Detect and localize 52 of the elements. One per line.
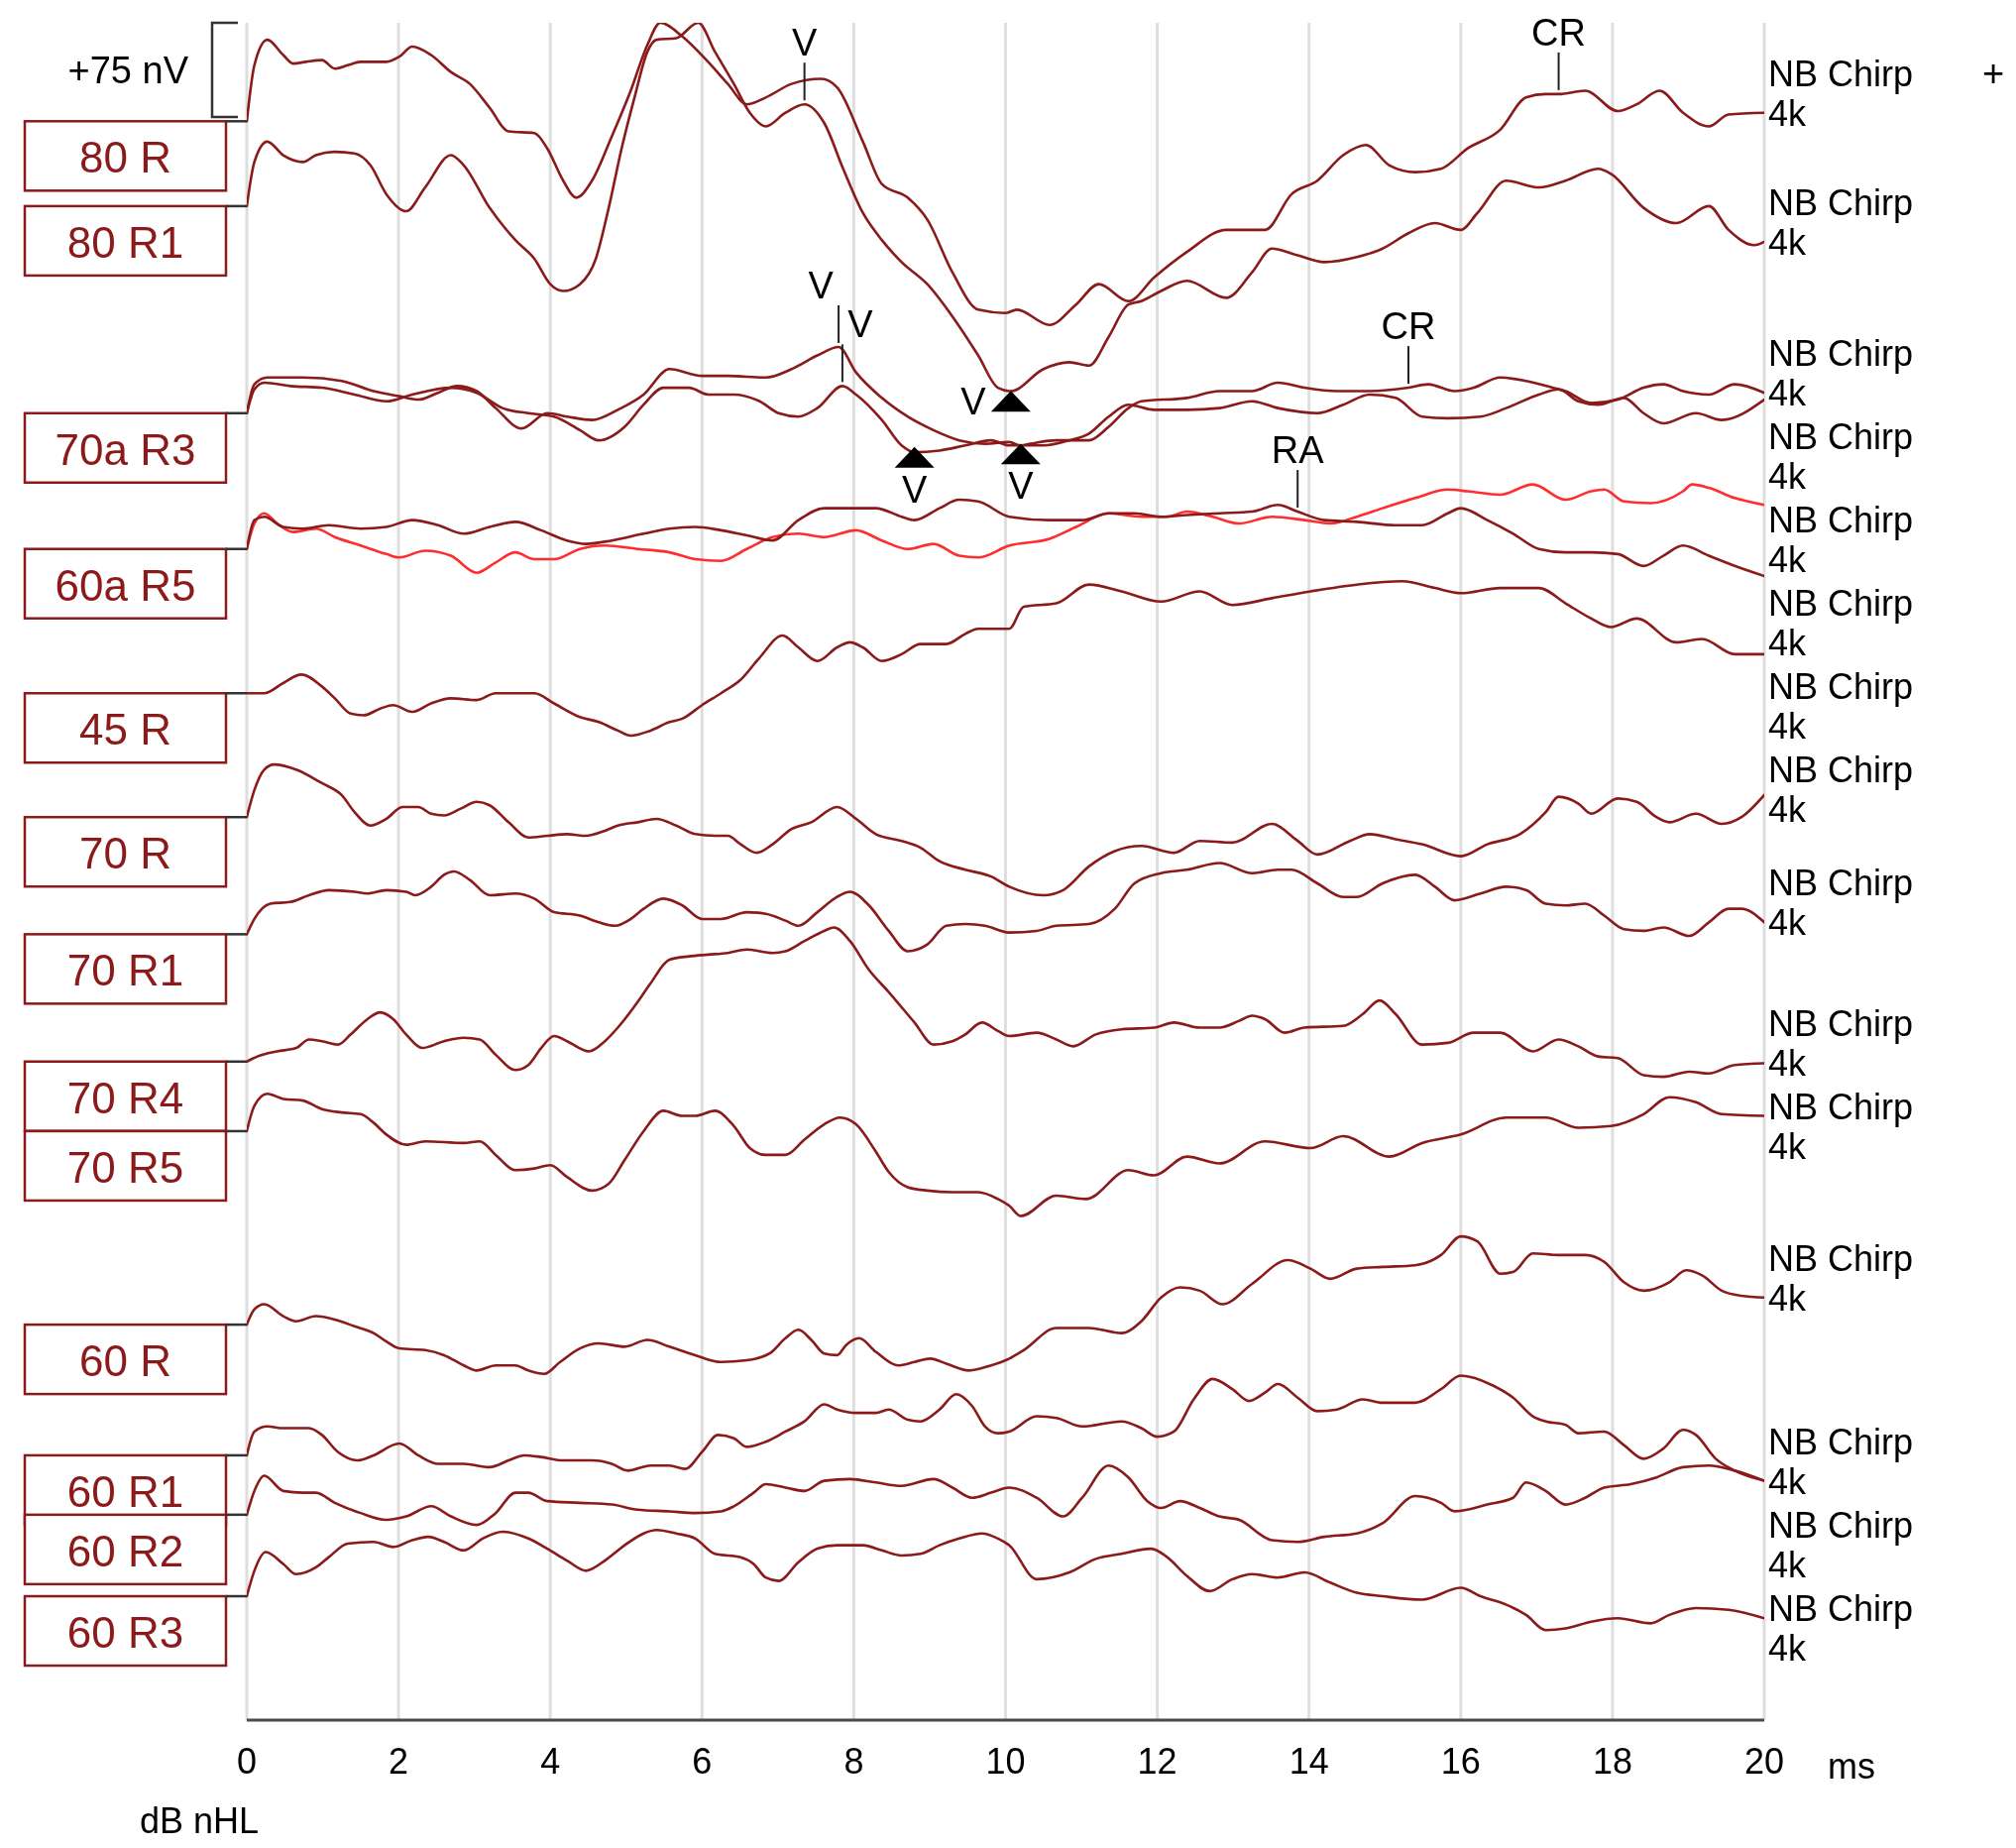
annotation: NB Chirp 4k xyxy=(1768,1421,1914,1502)
legend-label: 60 R3 xyxy=(66,1607,184,1657)
annotation: NB Chirp 4k xyxy=(1768,181,1914,263)
x-tick-label: 4 xyxy=(540,1740,561,1782)
text: +75 nV xyxy=(67,50,189,91)
annotation: NB Chirp 4k xyxy=(1768,1237,1914,1319)
x-tick-label: 12 xyxy=(1137,1740,1177,1782)
y-axis-title: dB nHL xyxy=(139,1799,260,1841)
annotation: NB Chirp 4k xyxy=(1768,1086,1914,1167)
annotation: RA xyxy=(1271,429,1325,472)
annotation: V xyxy=(808,264,835,306)
x-tick-label: 20 xyxy=(1743,1740,1785,1782)
annotation: NB Chirp 4k xyxy=(1768,665,1914,747)
annotation: V xyxy=(847,303,874,346)
text: + xyxy=(1981,53,2005,94)
annotation: V xyxy=(791,22,818,64)
series-label: 60 R xyxy=(79,1335,171,1385)
x-tick-label: 18 xyxy=(1592,1740,1632,1782)
series-label: 70 R xyxy=(79,828,171,877)
series-label: 60 R1 xyxy=(66,1466,184,1516)
series-label: 70 R1 xyxy=(66,945,184,994)
x-tick-label: 2 xyxy=(389,1740,409,1782)
annotation: CR xyxy=(1531,11,1586,54)
series-label: 70 R4 xyxy=(66,1073,184,1122)
x-tick-label: 16 xyxy=(1440,1740,1481,1782)
legend-label: 70 R5 xyxy=(66,1142,184,1192)
annotation: NB Chirp 4k xyxy=(1768,582,1914,663)
annotation: CR xyxy=(1381,305,1436,348)
annotation: NB Chirp 4k xyxy=(1768,1504,1914,1585)
annotation: NB Chirp 4k xyxy=(1768,1587,1914,1669)
series-label: 45 R xyxy=(79,704,171,753)
annotation: V xyxy=(901,468,928,511)
annotation: V xyxy=(1008,465,1035,508)
x-tick-label: 0 xyxy=(236,1740,258,1782)
x-tick-label: 6 xyxy=(692,1740,713,1782)
legend-label: 80 R1 xyxy=(66,217,184,267)
annotation: NB Chirp 4k xyxy=(1768,862,1914,943)
x-tick-label: 14 xyxy=(1288,1740,1329,1782)
series-label: 80 R xyxy=(79,132,171,181)
annotation: NB Chirp 4k xyxy=(1768,332,1914,413)
x-tick-label: 8 xyxy=(843,1740,864,1782)
annotation: NB Chirp 4k xyxy=(1768,1002,1914,1084)
annotation: V xyxy=(960,380,987,422)
series-label: 70a R3 xyxy=(55,424,196,474)
x-axis-title: ms xyxy=(1828,1745,1875,1787)
annotation: NB Chirp 4k xyxy=(1768,53,1914,134)
annotation: NB Chirp 4k xyxy=(1768,749,1914,830)
x-tick-label: 10 xyxy=(985,1740,1026,1782)
series-label: 60a R5 xyxy=(55,560,196,610)
annotation: NB Chirp 4k xyxy=(1768,499,1914,580)
annotation: NB Chirp 4k xyxy=(1768,415,1914,497)
legend-label: 60 R2 xyxy=(66,1526,184,1575)
